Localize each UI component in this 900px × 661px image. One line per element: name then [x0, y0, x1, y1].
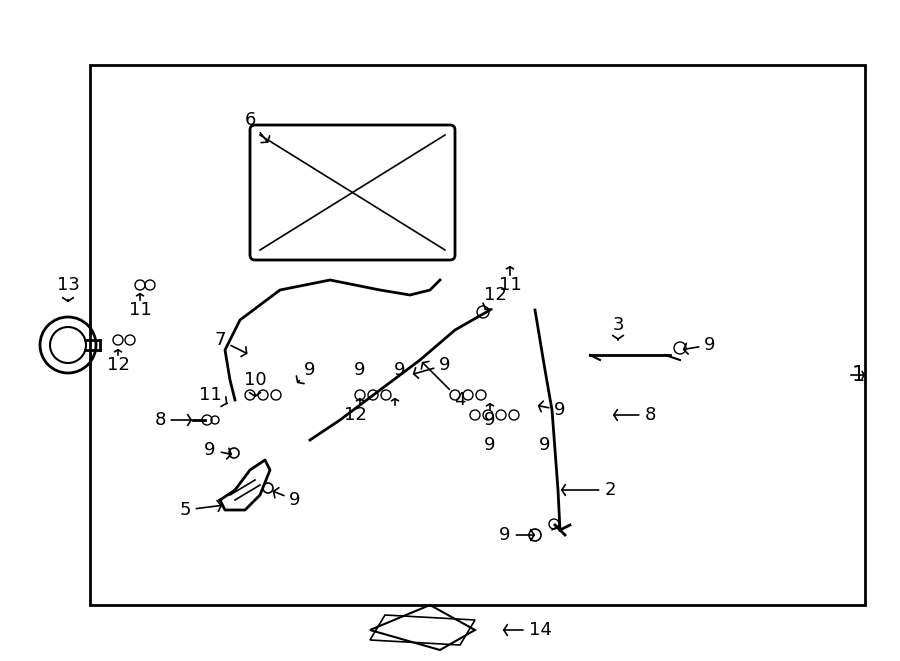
- Text: 3: 3: [612, 316, 624, 340]
- Text: 9: 9: [414, 356, 451, 378]
- Text: 9: 9: [204, 441, 231, 459]
- Text: 2: 2: [562, 481, 616, 499]
- Text: 9: 9: [500, 526, 535, 544]
- FancyBboxPatch shape: [90, 65, 865, 605]
- Text: 9: 9: [355, 361, 365, 379]
- Text: 5: 5: [179, 500, 221, 519]
- Text: 12: 12: [106, 356, 130, 374]
- Text: 9: 9: [484, 436, 496, 454]
- Text: 11: 11: [129, 301, 151, 319]
- Text: 12: 12: [344, 406, 366, 424]
- Text: 9: 9: [394, 361, 406, 379]
- Text: 9: 9: [539, 401, 566, 419]
- Text: 9: 9: [296, 361, 316, 383]
- Text: 14: 14: [504, 621, 552, 639]
- Text: 1: 1: [851, 365, 865, 385]
- Text: 9: 9: [684, 336, 716, 354]
- Text: 9: 9: [484, 411, 496, 429]
- Text: 4: 4: [421, 362, 466, 409]
- Text: 13: 13: [57, 276, 79, 301]
- Text: 8: 8: [614, 406, 656, 424]
- Text: 6: 6: [244, 111, 270, 143]
- Text: 9: 9: [274, 488, 301, 509]
- Text: 12: 12: [483, 286, 507, 309]
- Text: 11: 11: [499, 276, 521, 294]
- Text: 9: 9: [539, 436, 551, 454]
- FancyBboxPatch shape: [250, 125, 455, 260]
- Text: 11: 11: [199, 386, 227, 407]
- Text: 8: 8: [154, 411, 191, 429]
- Text: 7: 7: [214, 331, 247, 356]
- Text: 10: 10: [244, 371, 266, 396]
